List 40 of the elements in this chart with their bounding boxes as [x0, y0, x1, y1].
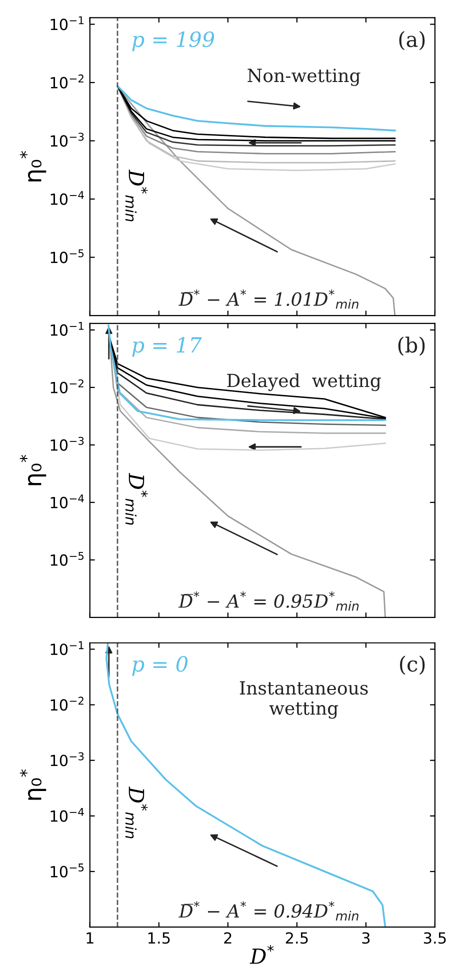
- x-tick-label: 1.5: [148, 932, 170, 944]
- annotation: D̅$^{*}$ − A$^{*}$ = 1.01D$^{*}$$_{min}$: [178, 289, 358, 309]
- y-axis-title: η₀$^{*}$: [20, 769, 46, 800]
- y-tick-label: 10$^{−5}$: [50, 864, 84, 878]
- annotation: (b): [398, 336, 425, 356]
- annotation: Non-wetting: [248, 68, 360, 86]
- y-tick-label: 10$^{−4}$: [50, 494, 84, 508]
- y-tick-label: 10$^{−4}$: [50, 808, 84, 822]
- ref-line-label: D$^{*}$$_{min}$: [125, 170, 148, 222]
- annotation: (c): [400, 656, 425, 675]
- y-tick-label: 10$^{−4}$: [50, 191, 84, 205]
- annotation: D̅$^{*}$ − A$^{*}$ = 0.94D$^{*}$$_{min}$: [178, 901, 358, 920]
- x-tick-label: 2.5: [286, 932, 308, 944]
- annotation: p = 199: [132, 31, 214, 52]
- y-tick-label: 10$^{−5}$: [50, 552, 84, 566]
- y-tick-label: 10$^{−1}$: [50, 641, 84, 656]
- x-axis-title: D$^{*}$: [250, 944, 274, 964]
- y-tick-label: 10$^{−2}$: [50, 74, 84, 88]
- y-tick-label: 10$^{−3}$: [50, 132, 84, 147]
- y-tick-label: 10$^{−3}$: [50, 436, 84, 451]
- y-tick-label: 10$^{−3}$: [50, 752, 84, 766]
- x-tick-label: 3: [362, 932, 370, 944]
- y-tick-label: 10$^{−1}$: [50, 16, 84, 30]
- ref-line-label: D$^{*}$$_{min}$: [125, 786, 148, 838]
- annotation: Instantaneous wetting: [240, 681, 368, 719]
- x-tick-label: 2: [224, 932, 232, 944]
- y-tick-label: 10$^{−2}$: [50, 696, 84, 711]
- annotation: Delayed wetting: [227, 373, 381, 392]
- x-tick-label: 3.5: [424, 932, 446, 944]
- x-tick-label: 1: [86, 932, 94, 944]
- y-tick-label: 10$^{−2}$: [50, 379, 84, 394]
- y-tick-label: 10$^{−5}$: [50, 249, 84, 264]
- annotation: p = 0: [132, 656, 188, 676]
- annotation: p = 17: [132, 337, 202, 357]
- annotation: (a): [399, 31, 425, 50]
- y-tick-label: 10$^{−1}$: [50, 322, 84, 336]
- y-axis-title: η₀$^{*}$: [20, 151, 46, 182]
- annotation: D̅$^{*}$ − A$^{*}$ = 0.95D$^{*}$$_{min}$: [178, 591, 359, 611]
- y-axis-title: η₀$^{*}$: [20, 454, 46, 486]
- ref-line-label: D$^{*}$$_{min}$: [125, 472, 148, 525]
